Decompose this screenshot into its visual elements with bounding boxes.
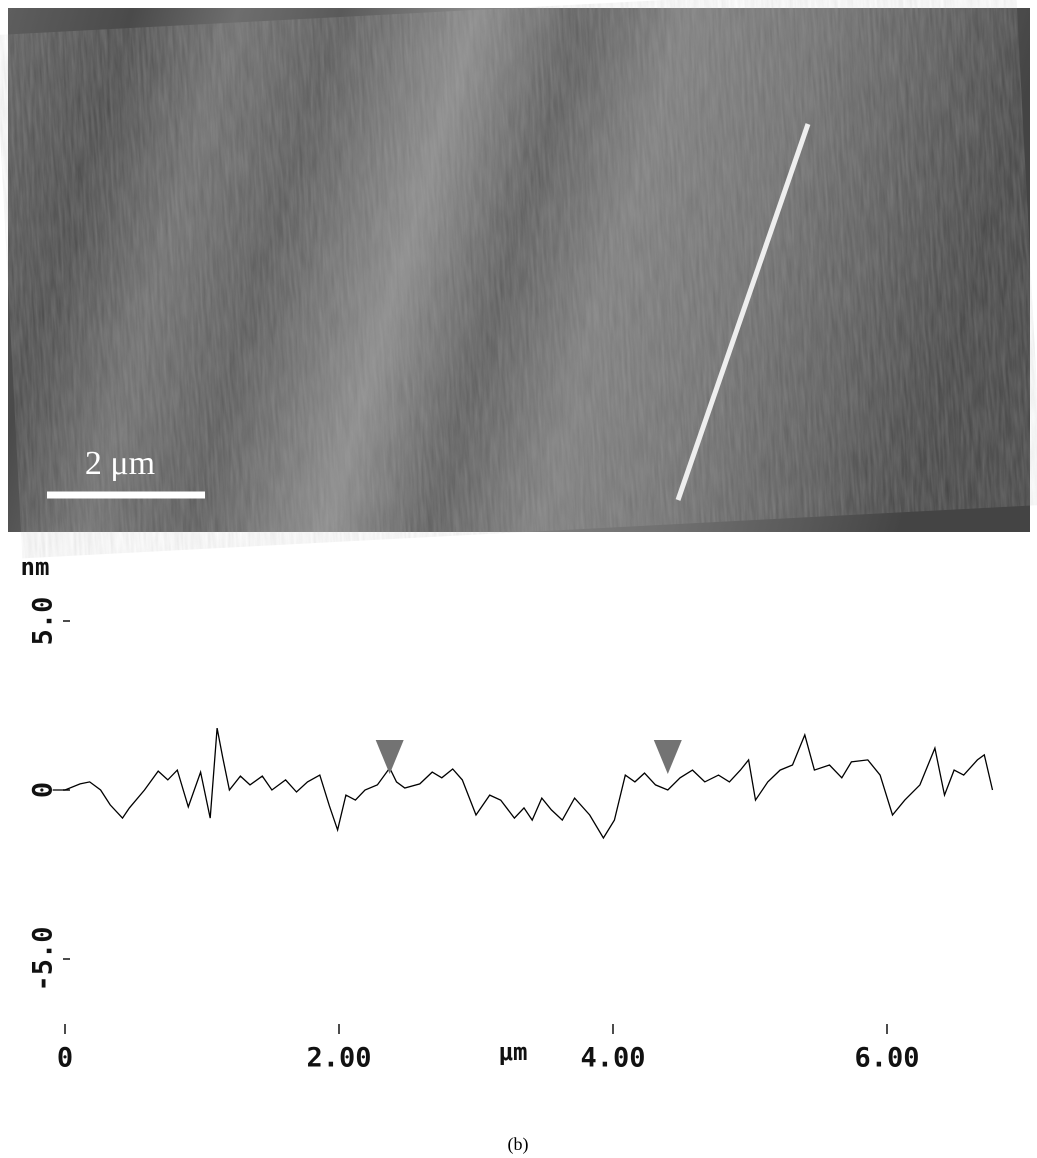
cursor-marker: [653, 740, 682, 774]
section-line: [675, 123, 811, 501]
x-tick-label: 4.00: [580, 1043, 645, 1074]
image-texture: [0, 0, 1037, 559]
cursor-marker: [375, 740, 404, 774]
y-tick-label: -5.0: [28, 926, 59, 991]
x-axis-label: μm: [499, 1038, 528, 1066]
afm-image: 2 μm: [0, 0, 1037, 559]
caption: (b): [508, 1134, 529, 1155]
scale-bar-label: 2 μm: [85, 445, 155, 482]
y-tick-label: 0: [28, 782, 59, 798]
x-tick-label: 6.00: [854, 1043, 919, 1074]
y-tick-label: 5.0: [28, 597, 59, 646]
x-tick-label: 2.00: [306, 1043, 371, 1074]
profile-line: [52, 727, 994, 840]
x-tick-label: 0: [57, 1043, 73, 1074]
y-axis-label: nm: [21, 553, 50, 581]
